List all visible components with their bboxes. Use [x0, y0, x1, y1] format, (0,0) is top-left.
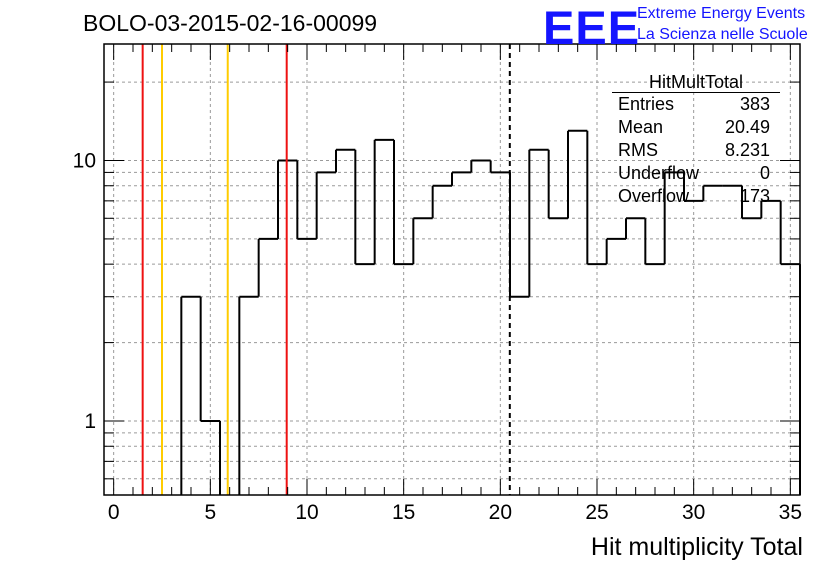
stats-title: HitMultTotal [612, 72, 780, 93]
x-tick-label: 15 [392, 501, 415, 524]
stats-value: 383 [739, 94, 770, 114]
x-tick-label: 10 [295, 501, 318, 524]
stats-value: 20.49 [724, 117, 770, 137]
y-tick-label: 1 [84, 410, 96, 433]
stats-row-entries: Entries 383 [612, 93, 780, 116]
logo-caption: Extreme Energy Events La Scienza nelle S… [637, 3, 808, 45]
eee-logo: EEE [543, 1, 641, 54]
x-tick-label: 20 [489, 501, 512, 524]
stats-value: 8.231 [724, 140, 770, 160]
stats-row-rms: RMS 8.231 [612, 139, 780, 162]
logo-line-1: Extreme Energy Events [637, 5, 806, 22]
stats-row-mean: Mean 20.49 [612, 116, 780, 139]
stats-label: Mean [618, 117, 664, 137]
x-tick-label: 25 [585, 501, 608, 524]
marker-lines [141, 44, 511, 495]
plot-frame [103, 43, 801, 496]
x-tick-label: 5 [204, 501, 216, 524]
stats-value: 0 [759, 163, 770, 183]
x-tick-label: 35 [779, 501, 802, 524]
stats-value: 173 [739, 186, 770, 206]
stats-row-overflow: Overflow 173 [612, 185, 780, 208]
histogram-bars [180, 129, 801, 495]
x-axis-title: Hit multiplicity Total [590, 533, 803, 561]
x-tick-label: 0 [108, 501, 120, 524]
x-tick-label: 30 [682, 501, 705, 524]
stats-box: HitMultTotal Entries 383 Mean 20.49 RMS … [612, 72, 780, 208]
stats-label: Entries [618, 94, 675, 114]
stats-label: Underflow [618, 163, 700, 183]
stats-row-underflow: Underflow 0 [612, 162, 780, 185]
y-tick-label: 10 [73, 149, 96, 172]
plot-title: BOLO-03-2015-02-16-00099 [83, 10, 378, 36]
stats-label: RMS [618, 140, 658, 160]
axis-ticks: 0 5 10 15 20 25 30 35 1 10 [73, 44, 802, 524]
stats-label: Overflow [618, 186, 690, 206]
logo-line-2: La Scienza nelle Scuole [637, 26, 808, 43]
